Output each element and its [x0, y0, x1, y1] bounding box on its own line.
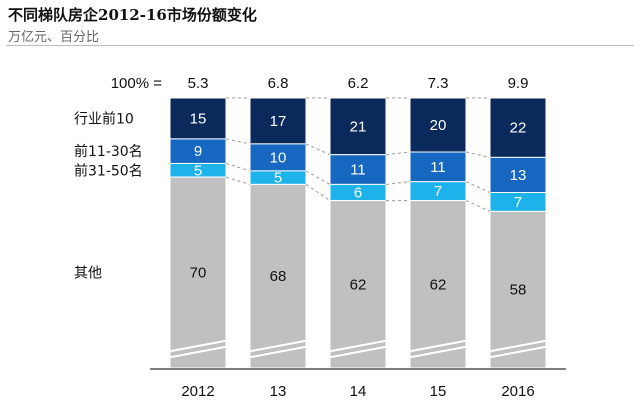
- segment-value-label: 58: [510, 282, 527, 299]
- connector-line: [305, 183, 331, 202]
- connector-line: [465, 181, 491, 193]
- segment-value-label: 11: [430, 159, 446, 176]
- connector-line: [225, 138, 251, 145]
- bar-segment: [329, 97, 387, 156]
- axis-break-mark: [405, 339, 471, 353]
- segment-value-label: 7: [514, 194, 522, 211]
- bar-segment: [169, 97, 227, 140]
- connector-line: [465, 151, 491, 158]
- total-value-label: 6.8: [268, 75, 289, 92]
- bar-segment: [329, 200, 387, 369]
- bar-segment: [249, 183, 307, 369]
- total-value-label: 6.2: [348, 75, 369, 92]
- x-tick-label: 13: [270, 383, 287, 400]
- segment-value-label: 62: [350, 276, 367, 293]
- x-tick-label: 14: [350, 383, 367, 400]
- bar-segment: [409, 97, 467, 153]
- segment-value-label: 11: [350, 162, 366, 179]
- series-label: 行业前10: [74, 110, 134, 127]
- connector-line: [225, 176, 251, 185]
- connector-line: [465, 200, 491, 212]
- segment-value-label: 70: [190, 265, 207, 282]
- segment-value-label: 7: [434, 183, 442, 200]
- segment-value-label: 22: [510, 120, 527, 137]
- segment-value-label: 6: [354, 185, 362, 202]
- series-label: 前11-30名: [74, 143, 143, 160]
- bar-segment: [489, 97, 547, 158]
- bar-segment: [329, 154, 387, 185]
- chart-subtitle: 万亿元、百分比: [8, 30, 100, 45]
- segment-value-label: 10: [270, 149, 287, 166]
- connector-line: [385, 151, 411, 156]
- connectors-group: [225, 97, 491, 212]
- connector-line: [305, 143, 331, 156]
- total-value-label: 7.3: [428, 75, 449, 92]
- x-tick-label: 2012: [181, 383, 214, 400]
- series-label: 其他: [74, 266, 102, 282]
- connector-line: [305, 170, 331, 185]
- total-prefix-label: 100% =: [111, 75, 163, 92]
- chart-title: 不同梯队房企2012-16市场份额变化: [8, 6, 257, 24]
- axis-break-mark: [165, 339, 231, 353]
- bar-segment: [169, 138, 227, 164]
- axis-break-mark: [485, 339, 551, 353]
- segment-value-label: 5: [274, 170, 282, 187]
- segment-value-label: 15: [190, 110, 207, 127]
- axis-break-mark: [325, 345, 391, 359]
- segment-value-label: 17: [270, 113, 287, 130]
- x-tick-label: 15: [430, 383, 447, 400]
- bar-segment: [169, 176, 227, 369]
- segment-value-label: 68: [270, 268, 287, 285]
- axis-break-mark: [485, 345, 551, 359]
- axis-break-mark: [405, 345, 471, 359]
- bars-group: 15 9 5 70 17 10 5 68 21 11 6 62 20 11 7 62 22 13 7 58: [165, 97, 551, 369]
- axis-break-mark: [245, 339, 311, 353]
- segment-value-label: 62: [430, 276, 447, 293]
- axis-break-mark: [325, 339, 391, 353]
- segment-value-label: 5: [194, 162, 202, 179]
- bar-segment: [489, 156, 547, 193]
- segment-value-label: 21: [350, 118, 367, 135]
- bar-segment: [409, 200, 467, 369]
- segment-value-label: 13: [510, 167, 527, 184]
- bar-segment: [409, 151, 467, 183]
- connector-line: [225, 162, 251, 172]
- segment-value-label: 20: [430, 117, 447, 134]
- total-value-label: 5.3: [188, 75, 209, 92]
- connector-line: [385, 181, 411, 185]
- axis-break-mark: [245, 345, 311, 359]
- segment-value-label: 9: [194, 143, 202, 160]
- total-value-label: 9.9: [508, 75, 529, 92]
- x-tick-label: 2016: [501, 383, 534, 400]
- series-label: 前31-50名: [74, 162, 143, 179]
- title-divider: [6, 45, 634, 46]
- axis-break-mark: [165, 345, 231, 359]
